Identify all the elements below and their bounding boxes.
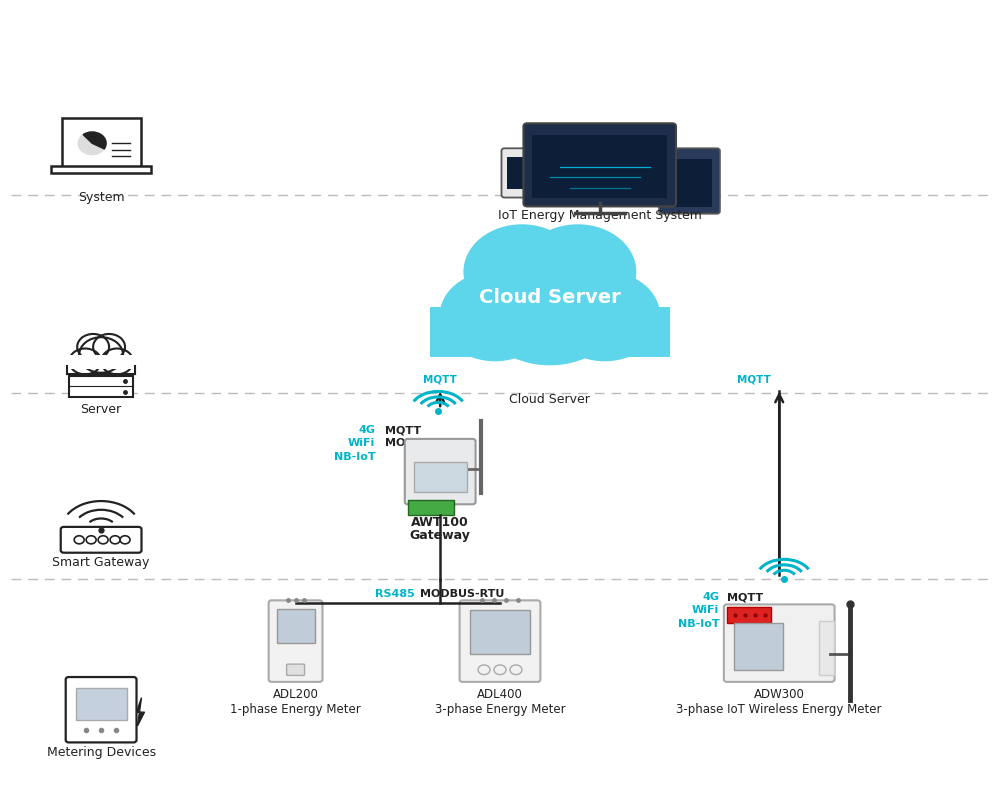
FancyBboxPatch shape: [405, 439, 476, 505]
Circle shape: [440, 272, 550, 360]
FancyBboxPatch shape: [414, 462, 467, 492]
FancyBboxPatch shape: [727, 607, 771, 623]
FancyBboxPatch shape: [532, 135, 667, 198]
FancyBboxPatch shape: [659, 148, 720, 214]
Text: ADL200
1-phase Energy Meter: ADL200 1-phase Energy Meter: [230, 688, 361, 715]
FancyBboxPatch shape: [507, 157, 529, 189]
FancyBboxPatch shape: [62, 117, 141, 171]
FancyBboxPatch shape: [277, 609, 315, 642]
Circle shape: [78, 132, 106, 155]
Circle shape: [520, 225, 636, 318]
Text: MODBUS-RTU: MODBUS-RTU: [420, 589, 505, 599]
Text: IoT Energy Management System: IoT Energy Management System: [498, 209, 702, 222]
FancyBboxPatch shape: [408, 501, 454, 515]
Circle shape: [475, 244, 625, 364]
FancyBboxPatch shape: [470, 610, 530, 654]
Text: System: System: [78, 191, 124, 204]
FancyBboxPatch shape: [67, 355, 135, 369]
FancyBboxPatch shape: [724, 604, 835, 682]
Polygon shape: [137, 697, 144, 726]
Text: AWT100: AWT100: [411, 517, 469, 530]
Text: MQTT: MQTT: [737, 375, 771, 385]
FancyBboxPatch shape: [501, 148, 535, 198]
Text: 4G
WiFi
NB-IoT: 4G WiFi NB-IoT: [334, 425, 375, 462]
Text: 4G
WiFi
NB-IoT: 4G WiFi NB-IoT: [678, 592, 719, 629]
Text: MQTT: MQTT: [423, 375, 457, 385]
FancyBboxPatch shape: [66, 677, 137, 743]
FancyBboxPatch shape: [667, 159, 712, 207]
FancyBboxPatch shape: [61, 526, 141, 552]
Circle shape: [464, 225, 580, 318]
Text: Smart Gateway: Smart Gateway: [52, 556, 150, 569]
Wedge shape: [83, 132, 106, 149]
FancyBboxPatch shape: [734, 623, 783, 670]
FancyBboxPatch shape: [76, 688, 127, 720]
Text: Server: Server: [81, 403, 122, 416]
FancyBboxPatch shape: [287, 664, 305, 676]
FancyBboxPatch shape: [460, 600, 540, 682]
FancyBboxPatch shape: [523, 123, 676, 207]
FancyBboxPatch shape: [430, 306, 670, 356]
FancyBboxPatch shape: [69, 376, 133, 397]
Text: Gateway: Gateway: [410, 529, 471, 543]
Text: MQTT
MODBUS-TCP: MQTT MODBUS-TCP: [727, 592, 809, 616]
Text: Metering Devices: Metering Devices: [47, 747, 156, 760]
Text: RS485: RS485: [375, 589, 415, 599]
FancyBboxPatch shape: [269, 600, 322, 682]
Circle shape: [550, 272, 660, 360]
Text: ADL400
3-phase Energy Meter: ADL400 3-phase Energy Meter: [435, 688, 565, 715]
FancyBboxPatch shape: [51, 166, 151, 173]
Text: MQTT
MODBUS-TCP: MQTT MODBUS-TCP: [385, 425, 467, 449]
FancyBboxPatch shape: [819, 621, 834, 676]
Text: ADW300
3-phase IoT Wireless Energy Meter: ADW300 3-phase IoT Wireless Energy Meter: [676, 688, 882, 715]
Text: Cloud Server: Cloud Server: [509, 393, 590, 406]
Text: Cloud Server: Cloud Server: [479, 288, 621, 307]
